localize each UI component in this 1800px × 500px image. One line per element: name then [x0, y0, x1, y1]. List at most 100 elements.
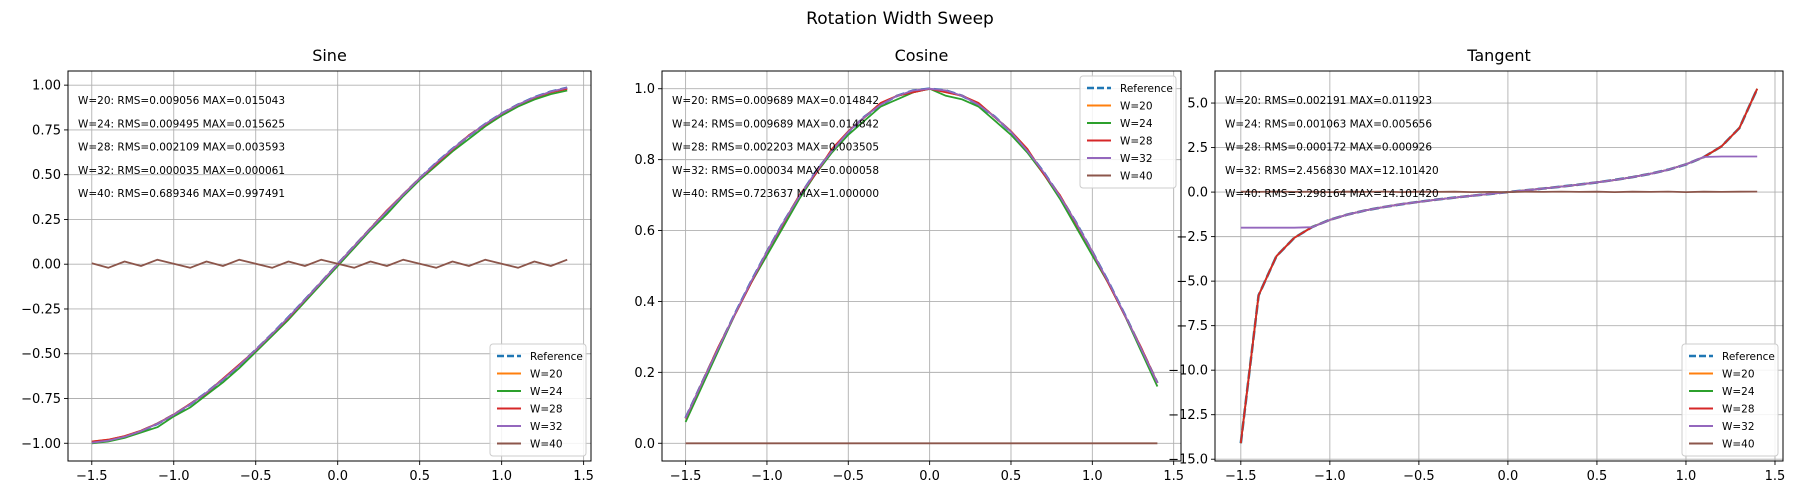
- legend: Reference W=20 W=24 W=28 W=32 W=40: [1681, 343, 1779, 457]
- y-tick-label: 0.4: [634, 295, 655, 310]
- y-tick-label: 0.0: [634, 437, 655, 452]
- x-tick-label: 1.0: [491, 469, 512, 484]
- stats-annotation: W=40: RMS=3.298164 MAX=14.101420: [1225, 188, 1439, 200]
- x-tick-label: 0.5: [409, 469, 430, 484]
- legend-label: W=28: [530, 404, 563, 416]
- y-tick-label: −12.5: [1168, 408, 1208, 423]
- stats-annotation: W=32: RMS=2.456830 MAX=12.101420: [1225, 165, 1439, 177]
- figure-suptitle: Rotation Width Sweep: [806, 9, 994, 29]
- stats-annotation: W=32: RMS=0.000034 MAX=0.000058: [672, 165, 879, 177]
- axes-frame: [1214, 70, 1784, 462]
- axes-frame: [67, 70, 592, 462]
- stats-annotation: W=28: RMS=0.002203 MAX=0.003505: [672, 142, 879, 154]
- x-tick-label: −1.5: [76, 469, 108, 484]
- x-tick-label: −0.5: [1403, 469, 1435, 484]
- legend-label: Reference: [1120, 83, 1173, 95]
- stats-annotation: W=28: RMS=0.002109 MAX=0.003593: [78, 142, 285, 154]
- legend: Reference W=20 W=24 W=28 W=32 W=40: [1079, 75, 1177, 189]
- subplot-sine: Sine −1.5 −1.0 −0.5 0.0 0.5 1.0 1.5 −1.00 −0.75 −0…: [21, 46, 594, 484]
- y-tick-label: −0.50: [21, 347, 61, 362]
- subplot-title: Cosine: [895, 46, 949, 65]
- x-tick-label: 0.5: [1587, 469, 1608, 484]
- x-tick-label: 1.0: [1082, 469, 1103, 484]
- legend-label: W=40: [1120, 171, 1153, 183]
- subplot-tangent: Tangent −1.5 −1.0 −0.5 0.0 0.5 1.0 1.5 −15.0 −12.…: [1168, 46, 1785, 484]
- y-tick-label: −7.5: [1176, 319, 1208, 334]
- x-tick-label: −1.0: [751, 469, 783, 484]
- y-tick-label: 0.50: [32, 168, 61, 183]
- legend-label: W=24: [1120, 118, 1153, 130]
- x-tick-label: 1.0: [1676, 469, 1697, 484]
- y-tick-label: −0.75: [21, 392, 61, 407]
- x-tick-label: 0.0: [327, 469, 348, 484]
- x-tick-label: −1.0: [1314, 469, 1346, 484]
- legend-frame: [1681, 343, 1779, 457]
- legend-label: W=32: [1722, 421, 1755, 433]
- y-tick-label: 0.6: [634, 224, 655, 239]
- y-tick-label: 0.25: [32, 213, 61, 228]
- legend-label: W=32: [1120, 153, 1153, 165]
- legend-label: W=20: [1120, 101, 1153, 113]
- y-tick-label: −1.00: [21, 437, 61, 452]
- series-group: [1239, 88, 1759, 444]
- legend-label: W=32: [530, 421, 563, 433]
- series-group: [684, 87, 1159, 445]
- axes-frame: [661, 70, 1182, 462]
- legend-label: W=28: [1722, 404, 1755, 416]
- x-tick-label: 0.5: [1001, 469, 1022, 484]
- stats-annotation: W=20: RMS=0.009689 MAX=0.014842: [672, 95, 879, 107]
- stats-annotation: W=20: RMS=0.002191 MAX=0.011923: [1225, 95, 1432, 107]
- legend-label: W=40: [530, 439, 563, 451]
- y-tick-label: 0.2: [634, 366, 655, 381]
- subplot-title: Tangent: [1466, 46, 1530, 65]
- legend-label: Reference: [530, 351, 583, 363]
- y-tick-label: −15.0: [1168, 453, 1208, 468]
- subplot-cosine: Cosine −1.5 −1.0 −0.5 0.0 0.5 1.0 1.5 0.0 0.2 0.4 0…: [634, 46, 1184, 484]
- y-tick-label: −2.5: [1176, 230, 1208, 245]
- series-line-w-32: [684, 87, 1159, 419]
- series-line-w-40: [91, 258, 568, 269]
- x-tick-label: 1.5: [1163, 469, 1184, 484]
- y-tick-label: 5.0: [1187, 97, 1208, 112]
- legend-label: W=20: [1722, 369, 1755, 381]
- x-tick-label: −0.5: [240, 469, 272, 484]
- stats-annotation: W=28: RMS=0.000172 MAX=0.000926: [1225, 142, 1432, 154]
- legend-label: W=40: [1722, 439, 1755, 451]
- x-tick-label: −1.0: [158, 469, 190, 484]
- y-tick-label: 0.8: [634, 153, 655, 168]
- legend-label: W=20: [530, 369, 563, 381]
- subplot-title: Sine: [312, 46, 347, 65]
- stats-annotation: W=40: RMS=0.723637 MAX=1.000000: [672, 188, 879, 200]
- y-tick-label: 0.00: [32, 258, 61, 273]
- y-tick-label: 1.00: [32, 79, 61, 94]
- x-tick-label: 1.5: [573, 469, 594, 484]
- x-tick-label: −1.5: [1225, 469, 1257, 484]
- stats-annotation: W=24: RMS=0.009495 MAX=0.015625: [78, 118, 285, 130]
- series-line-w-32: [1240, 155, 1758, 229]
- stats-annotation: W=32: RMS=0.000035 MAX=0.000061: [78, 165, 285, 177]
- x-tick-label: 0.0: [919, 469, 940, 484]
- stats-annotation: W=40: RMS=0.689346 MAX=0.997491: [78, 188, 285, 200]
- legend-frame: [1079, 75, 1177, 189]
- y-tick-label: −0.25: [21, 302, 61, 317]
- series-line-w-32: [91, 86, 568, 444]
- series-line-w-40: [1240, 190, 1758, 194]
- legend-label: W=28: [1120, 136, 1153, 148]
- series-line-w-24: [91, 89, 568, 445]
- stats-annotation: W=20: RMS=0.009056 MAX=0.015043: [78, 95, 285, 107]
- y-tick-label: 0.75: [32, 123, 61, 138]
- stats-annotation: W=24: RMS=0.001063 MAX=0.005656: [1225, 118, 1432, 130]
- x-tick-label: −1.5: [670, 469, 702, 484]
- y-tick-label: 1.0: [634, 82, 655, 97]
- x-tick-label: 1.5: [1765, 469, 1786, 484]
- y-tick-label: −10.0: [1168, 364, 1208, 379]
- x-tick-label: −0.5: [832, 469, 864, 484]
- legend-label: W=24: [1722, 386, 1755, 398]
- stats-annotation: W=24: RMS=0.009689 MAX=0.014842: [672, 118, 879, 130]
- legend-frame: [489, 343, 587, 457]
- y-tick-label: 0.0: [1187, 186, 1208, 201]
- y-tick-label: −5.0: [1176, 275, 1208, 290]
- legend-label: Reference: [1722, 351, 1775, 363]
- x-tick-label: 0.0: [1498, 469, 1519, 484]
